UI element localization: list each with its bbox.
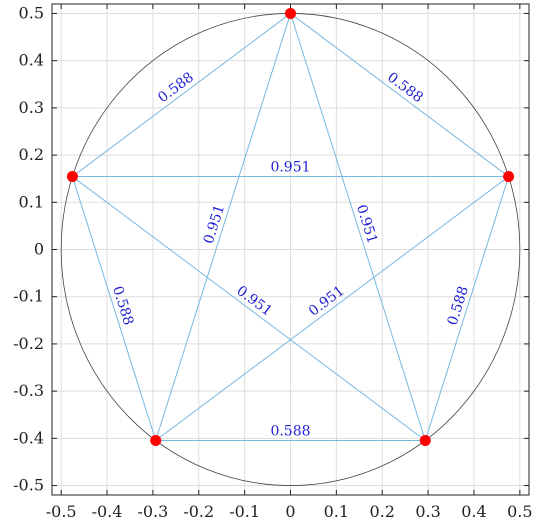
edge-line: [155, 176, 509, 441]
x-tick-label: 0.5: [507, 502, 532, 521]
axis-ticks: -0.5 -0.4 -0.3 -0.2 -0.1 0 0.1 0.2 0.3 0.4 0.5 0.5 0…: [13, 3, 532, 521]
grid: [52, 4, 529, 495]
y-tick-label: 0.1: [19, 192, 44, 211]
edge-label: 0.951: [270, 160, 310, 176]
y-tick-label: -0.2: [13, 334, 44, 353]
edges: [71, 13, 510, 441]
x-tick-label: -0.1: [229, 502, 260, 521]
edge-line: [290, 13, 509, 177]
data-point: [150, 434, 162, 446]
data-point: [503, 171, 515, 183]
x-tick-label: -0.3: [137, 502, 168, 521]
y-tick-label: -0.3: [13, 381, 44, 400]
edge-line: [290, 13, 426, 441]
edge-line: [72, 176, 426, 441]
y-tick-label: 0: [34, 240, 44, 259]
edge-line: [71, 176, 157, 441]
data-point: [285, 7, 296, 19]
y-tick-label: -0.4: [13, 428, 44, 447]
y-tick-label: -0.5: [13, 476, 44, 495]
x-tick-label: 0.4: [461, 502, 486, 521]
y-tick-label: 0.3: [19, 98, 44, 117]
y-tick-label: 0.4: [19, 51, 44, 70]
edge-line: [72, 13, 291, 177]
edge-line: [424, 176, 510, 441]
x-tick-label: 0.3: [415, 502, 440, 521]
y-tick-label: 0.2: [19, 145, 44, 164]
x-tick-label: 0.2: [370, 502, 395, 521]
data-point: [419, 434, 431, 446]
x-tick-label: -0.5: [46, 502, 77, 521]
x-tick-label: -0.4: [92, 502, 123, 521]
edge-label: 0.588: [270, 423, 310, 439]
x-tick-label: 0.1: [324, 502, 349, 521]
points: [66, 7, 515, 446]
data-point: [66, 171, 78, 183]
edge-line: [155, 13, 291, 441]
x-tick-label: -0.2: [183, 502, 214, 521]
x-tick-label: 0: [285, 502, 295, 521]
y-tick-label: -0.1: [13, 287, 44, 306]
y-tick-label: 0.5: [19, 3, 44, 22]
